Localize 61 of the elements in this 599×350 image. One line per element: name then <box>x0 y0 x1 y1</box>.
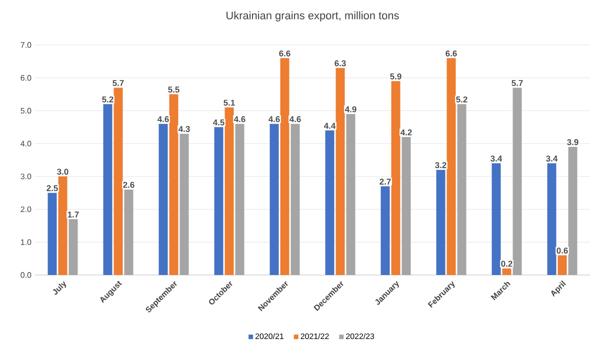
bar <box>58 176 68 275</box>
data-label: 5.5 <box>168 86 180 93</box>
data-label: 4.6 <box>234 116 246 122</box>
bar <box>224 107 234 275</box>
bar <box>235 124 244 275</box>
bar <box>180 134 189 275</box>
bar <box>270 124 279 275</box>
bar <box>402 137 411 275</box>
bar <box>336 68 345 275</box>
data-label: 4.6 <box>268 116 280 122</box>
data-label: 5.2 <box>456 96 468 102</box>
bar <box>114 88 123 275</box>
data-label: 5.2 <box>102 96 114 102</box>
data-label: 3.4 <box>546 156 558 162</box>
bar <box>48 192 57 275</box>
data-label: 5.9 <box>390 73 402 80</box>
bar <box>290 124 300 275</box>
bar <box>558 255 567 275</box>
chart-title: Ukrainian grains export, million tons <box>226 11 399 22</box>
data-label: 4.6 <box>157 116 169 122</box>
data-label: 5.7 <box>112 80 124 86</box>
data-label: 3.9 <box>567 139 578 146</box>
bar <box>158 124 168 275</box>
data-label: 2.5 <box>46 185 58 192</box>
bar <box>512 88 522 275</box>
data-label: 4.6 <box>289 116 301 122</box>
bar <box>346 114 356 275</box>
bar <box>568 146 578 275</box>
bar <box>457 104 466 275</box>
data-label: 5.1 <box>224 100 235 106</box>
bar <box>103 104 112 275</box>
data-label: 2.7 <box>380 178 391 185</box>
data-label: 4.2 <box>400 129 412 136</box>
data-label: 6.6 <box>446 50 457 56</box>
data-label: 6.6 <box>279 50 290 56</box>
bar <box>280 58 290 275</box>
bar <box>492 163 501 275</box>
data-label: 2.6 <box>123 182 134 188</box>
bar <box>391 81 400 275</box>
data-label: 4.9 <box>344 106 356 112</box>
data-label: 3.2 <box>435 162 446 168</box>
bar <box>169 94 178 275</box>
data-label: 5.7 <box>512 80 523 86</box>
bar <box>68 219 78 275</box>
data-label: 0.2 <box>501 260 512 267</box>
data-label: 4.3 <box>178 126 190 132</box>
data-label: 4.4 <box>324 122 336 129</box>
bar <box>325 130 334 275</box>
bar <box>436 170 446 275</box>
data-label: 4.5 <box>212 120 224 126</box>
bar <box>502 268 512 275</box>
data-label: 0.6 <box>556 248 568 254</box>
data-label: 3.4 <box>490 156 502 162</box>
bar <box>214 127 224 275</box>
data-label: 3.0 <box>57 168 68 175</box>
bar <box>547 163 556 275</box>
data-label: 1.7 <box>68 212 79 218</box>
bar <box>380 186 390 275</box>
bar <box>446 58 456 275</box>
data-label: 6.3 <box>334 60 346 66</box>
bar <box>124 190 134 275</box>
